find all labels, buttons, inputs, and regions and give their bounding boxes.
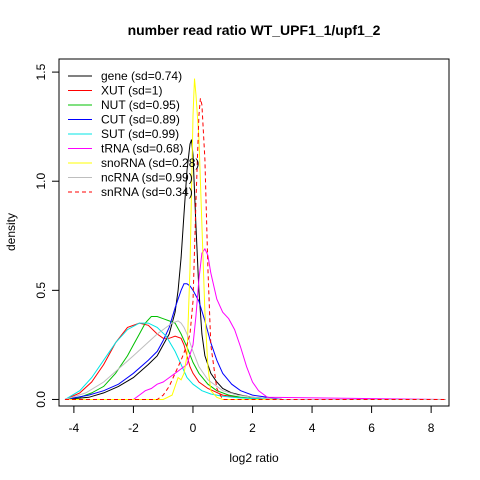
y-axis: 0.0 0.5 1.0 1.5 [34,63,60,408]
series-line [65,78,446,400]
y-axis-label: density [4,213,18,251]
series-line [64,139,446,400]
legend-label: snoRNA (sd=0.28) [101,156,199,170]
x-tick-label: 0 [190,421,197,435]
legend-label: XUT (sd=1) [101,84,162,98]
series-line [65,247,447,400]
series-line [65,98,446,400]
x-tick-label: -2 [128,421,139,435]
series-line [64,320,446,400]
legend-label: NUT (sd=0.95) [101,98,180,112]
x-axis: -4 -2 0 2 4 6 8 [69,405,435,435]
legend-label: CUT (sd=0.89) [101,113,180,127]
legend-label: SUT (sd=0.99) [101,127,179,141]
x-tick-label: 2 [249,421,256,435]
legend-label: gene (sd=0.74) [101,69,182,83]
x-tick-label: 8 [428,421,435,435]
x-tick-label: 6 [368,421,375,435]
x-tick-label: -4 [69,421,80,435]
series-line [64,322,446,400]
legend-label: tRNA (sd=0.68) [101,142,183,156]
y-tick-label: 0.5 [34,282,48,299]
y-tick-label: 1.5 [34,63,48,80]
legend-label: snRNA (sd=0.34) [101,185,193,199]
x-tick-label: 4 [309,421,316,435]
curves [64,78,447,400]
series-line [64,316,446,400]
series-line [64,322,446,400]
x-axis-label: log2 ratio [229,451,279,465]
chart-title: number read ratio WT_UPF1_1/upf1_2 [128,22,381,38]
series-line [64,283,446,400]
y-tick-label: 0.0 [34,391,48,408]
legend-label: ncRNA (sd=0.99) [101,171,193,185]
y-tick-label: 1.0 [34,173,48,190]
legend: gene (sd=0.74)XUT (sd=1)NUT (sd=0.95)CUT… [68,69,199,199]
